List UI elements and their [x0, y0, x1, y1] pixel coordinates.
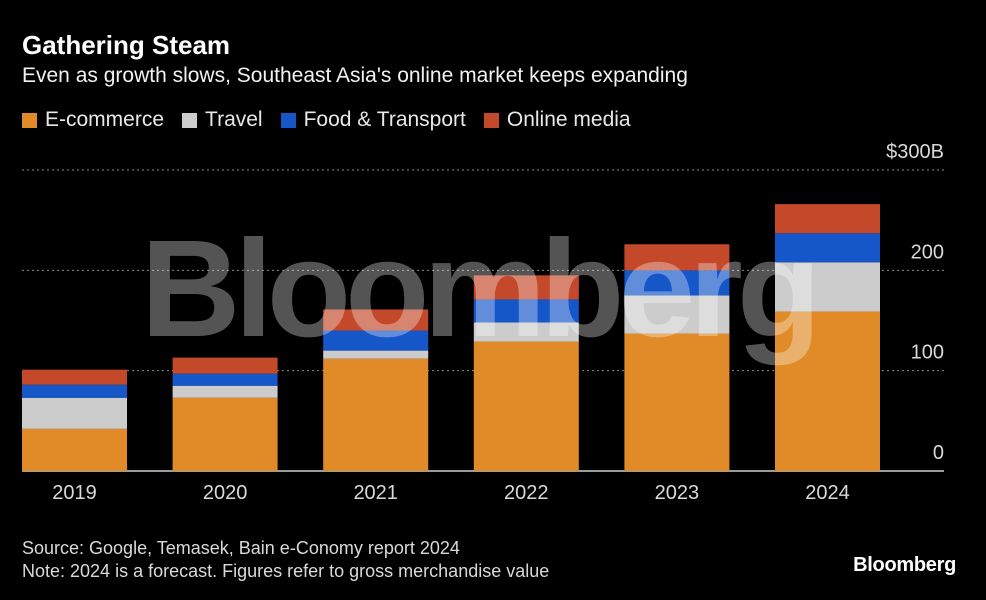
bar-segment: [323, 309, 429, 331]
bar-segment: [172, 357, 278, 374]
legend-label-online-media: Online media: [506, 108, 631, 131]
legend-swatch-ecommerce: [22, 112, 37, 128]
bar-segment: [775, 262, 880, 312]
bar-segment: [323, 330, 429, 351]
legend-swatch-food-transport: [280, 112, 296, 128]
legend-label-food-transport: Food & Transport: [303, 108, 466, 131]
bloomberg-logo: Bloomberg: [853, 554, 956, 576]
bar-segment: [323, 350, 429, 359]
bar-segment: [775, 233, 880, 263]
watermark: Bloomberg: [141, 212, 815, 366]
legend-item-travel: Travel: [182, 108, 263, 132]
bar-segment: [473, 275, 579, 300]
legend-label-travel: Travel: [205, 108, 263, 131]
bar-segment: [323, 358, 429, 471]
y-tick-label: 100: [911, 342, 944, 364]
y-tick-label: $300B: [886, 141, 944, 163]
bar-segment: [22, 369, 127, 385]
bar-segment: [775, 204, 880, 234]
y-tick-label: 0: [933, 442, 944, 464]
legend-item-food-transport: Food & Transport: [280, 108, 466, 132]
bar-segment: [22, 397, 127, 429]
bar-segment: [473, 341, 579, 471]
legend-item-ecommerce: E-commerce: [22, 108, 164, 132]
bar-segment: [473, 322, 579, 342]
x-tick-label: 2024: [805, 482, 850, 504]
chart-title: Gathering Steam: [22, 30, 231, 60]
legend: E-commerce Travel Food & Transport Onlin…: [22, 107, 649, 133]
footnote: Note: 2024 is a forecast. Figures refer …: [22, 561, 550, 581]
bar-segment: [624, 270, 730, 296]
bar-segment: [775, 311, 880, 471]
source-note: Source: Google, Temasek, Bain e-Conomy r…: [22, 538, 460, 558]
x-tick-label: 2023: [655, 482, 700, 504]
legend-label-ecommerce: E-commerce: [45, 108, 165, 131]
bar-segment: [22, 384, 127, 398]
bars: [22, 204, 880, 471]
bar-segment: [172, 373, 278, 386]
x-tick-label: 2019: [52, 482, 97, 504]
bar-segment: [624, 295, 730, 334]
legend-item-online-media: Online media: [483, 108, 631, 132]
x-tick-label: 2022: [504, 482, 549, 504]
chart-subtitle: Even as growth slows, Southeast Asia's o…: [22, 64, 688, 87]
bar-segment: [473, 299, 579, 323]
x-tick-label: 2020: [203, 482, 248, 504]
bar-segment: [624, 244, 730, 271]
legend-swatch-travel: [182, 112, 198, 128]
x-axis-labels: 2019 2020 2021 2022 2023 2024: [52, 482, 850, 504]
x-tick-label: 2021: [353, 482, 398, 504]
y-tick-label: 200: [911, 241, 944, 263]
bar-segment: [172, 385, 278, 398]
bar-segment: [22, 428, 127, 471]
bar-segment: [624, 333, 730, 471]
bar-segment: [172, 397, 278, 471]
legend-swatch-online-media: [483, 112, 499, 128]
y-axis-labels: 0 100 200 $300B: [886, 141, 944, 464]
